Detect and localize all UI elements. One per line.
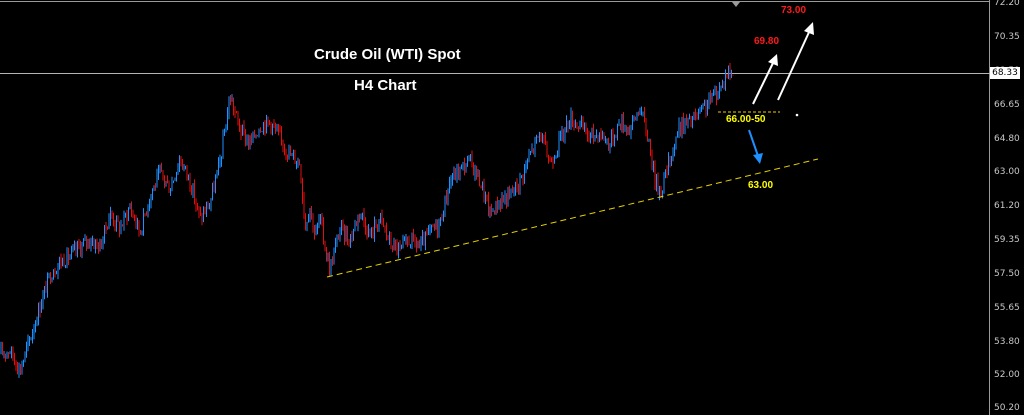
arrow-up-large-icon (777, 22, 814, 101)
price-tick-label: 63.00 (994, 167, 1020, 178)
price-tick-label: 70.35 (994, 32, 1020, 43)
price-tick-label: 72.20 (994, 0, 1020, 8)
target-high-label: 73.00 (781, 5, 807, 16)
price-tick-label: 66.65 (994, 100, 1020, 111)
price-tick-label: 52.00 (994, 369, 1020, 380)
scroll-marker-icon[interactable] (732, 2, 740, 7)
price-tick-label: 64.80 (994, 134, 1020, 145)
support-zone-label: 66.00-50 (726, 114, 766, 125)
price-tick-label: 55.65 (994, 302, 1020, 313)
arrow-down-icon (748, 129, 763, 164)
arrow-up-small-icon (752, 54, 778, 105)
current-price-badge: 68.33 (990, 67, 1020, 79)
ascending-trendline (326, 158, 819, 278)
price-tick-label: 57.50 (994, 268, 1020, 279)
chart-title: Crude Oil (WTI) Spot (314, 46, 461, 63)
price-tick-label: 50.20 (994, 403, 1020, 413)
support-low-label: 63.00 (748, 180, 774, 191)
chart-dot-marker (795, 113, 799, 117)
chart-subtitle: H4 Chart (354, 77, 417, 94)
price-tick-label: 53.80 (994, 336, 1020, 347)
target-mid-label: 69.80 (754, 36, 780, 47)
price-tick-label: 61.20 (994, 200, 1020, 211)
price-tick-label: 59.35 (994, 234, 1020, 245)
candles-group (0, 62, 734, 378)
